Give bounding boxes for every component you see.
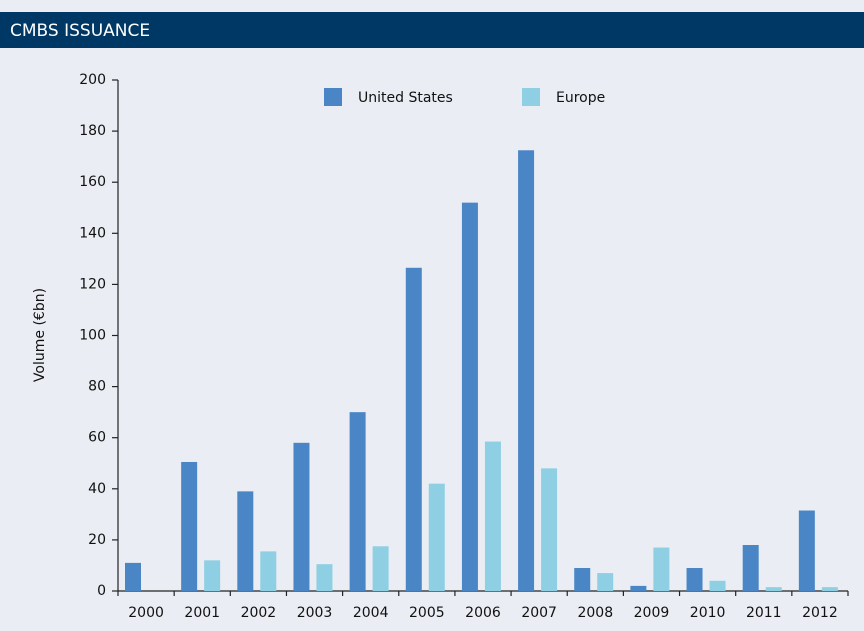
y-tick-label: 180 [79, 123, 106, 139]
bar [204, 560, 221, 591]
y-tick-label: 140 [79, 225, 106, 241]
bar [260, 551, 277, 591]
bar [821, 587, 838, 591]
bar [597, 573, 614, 591]
bar [293, 442, 310, 591]
bar [709, 580, 726, 591]
y-tick-label: 80 [88, 379, 106, 395]
bar [316, 564, 333, 591]
y-tick-label: 160 [79, 174, 106, 190]
bar [237, 491, 254, 591]
bar [630, 585, 647, 591]
x-tick-label: 2012 [802, 605, 838, 621]
legend-swatch [522, 88, 540, 106]
bar [686, 568, 703, 591]
x-tick-label: 2011 [746, 605, 782, 621]
bar [541, 468, 558, 591]
bar [574, 568, 591, 591]
x-tick-label: 2006 [465, 605, 501, 621]
header-bar [0, 12, 864, 48]
chart-title: CMBS ISSUANCE [10, 21, 150, 41]
bar [518, 150, 535, 591]
y-axis-label: Volume (€bn) [32, 288, 48, 382]
bar [765, 587, 782, 591]
bar [125, 562, 141, 591]
x-tick-label: 2000 [128, 605, 164, 621]
x-tick-label: 2008 [577, 605, 613, 621]
x-tick-label: 2004 [353, 605, 389, 621]
x-tick-label: 2003 [297, 605, 333, 621]
x-tick-label: 2009 [634, 605, 670, 621]
y-tick-label: 200 [79, 72, 106, 88]
y-tick-label: 60 [88, 430, 106, 446]
bar [484, 441, 501, 591]
y-tick-label: 0 [97, 583, 106, 599]
bar [461, 202, 478, 591]
legend-label: Europe [556, 90, 605, 106]
y-tick-label: 100 [79, 328, 106, 344]
bar [405, 267, 422, 591]
bar [181, 461, 198, 591]
y-tick-label: 20 [88, 532, 106, 548]
bar [349, 412, 366, 591]
legend-label: United States [358, 90, 453, 106]
bar [372, 546, 389, 591]
x-tick-label: 2001 [184, 605, 220, 621]
x-tick-label: 2005 [409, 605, 445, 621]
y-tick-label: 120 [79, 276, 106, 292]
legend-swatch [324, 88, 342, 106]
x-tick-label: 2002 [241, 605, 277, 621]
bar [798, 510, 815, 591]
y-tick-label: 40 [88, 481, 106, 497]
x-tick-label: 2007 [521, 605, 557, 621]
bar [653, 547, 670, 591]
x-tick-label: 2010 [690, 605, 726, 621]
bar [742, 545, 759, 591]
bar [428, 483, 445, 591]
